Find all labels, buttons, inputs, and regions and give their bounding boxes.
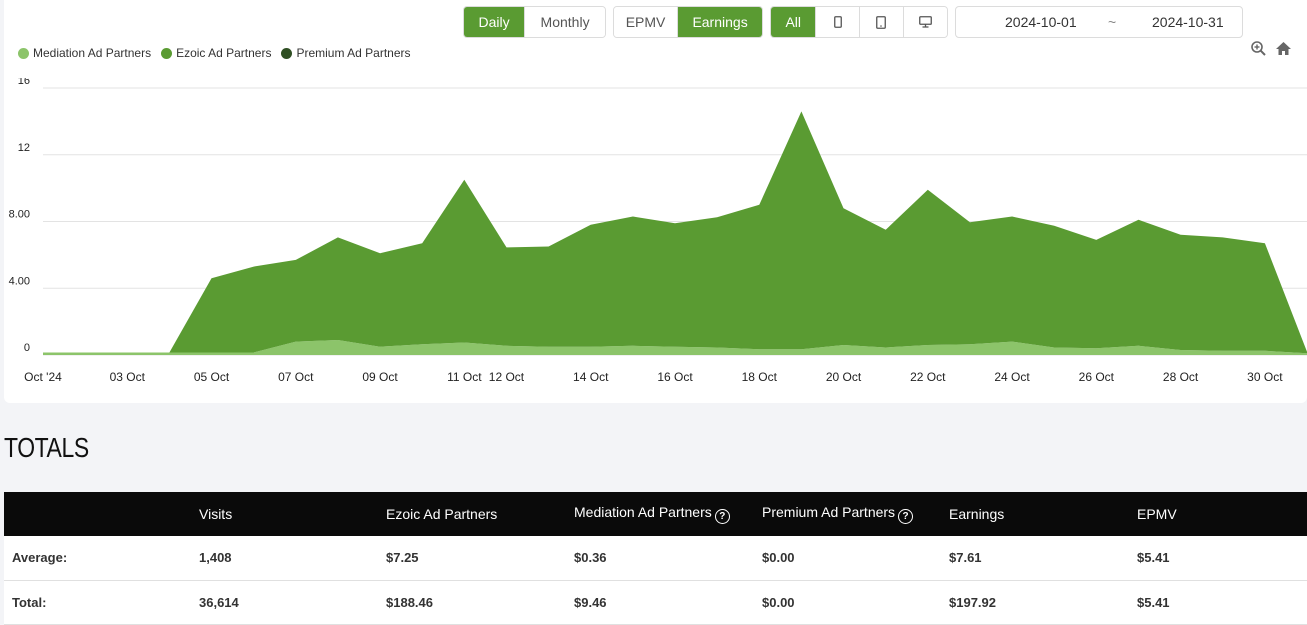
totals-header-row: Visits Ezoic Ad Partners Mediation Ad Pa… (4, 492, 1307, 536)
table-cell: $0.36 (574, 536, 762, 581)
y-tick-label: 4.00 (9, 275, 30, 287)
x-tick-label: 22 Oct (910, 370, 946, 384)
device-toggle: All (770, 6, 948, 38)
chart-tools (1250, 40, 1292, 57)
legend-item-mediation[interactable]: Mediation Ad Partners (18, 46, 151, 60)
earnings-area-chart: 0 4.00 8.00 12 16 Oct '24 03 Oct 05 Oct 07 Oct 09… (9, 78, 1307, 384)
desktop-icon (918, 16, 932, 28)
tablet-button[interactable] (860, 7, 904, 37)
table-cell: $5.41 (1137, 536, 1307, 581)
header-cell: Mediation Ad Partners? (574, 492, 762, 536)
row-label: Average: (4, 536, 199, 581)
metric-toggle: EPMV Earnings (613, 6, 763, 38)
totals-title: TOTALS (4, 432, 89, 463)
help-icon[interactable]: ? (898, 509, 914, 524)
phone-button[interactable] (816, 7, 860, 37)
x-tick-label: 07 Oct (278, 370, 314, 384)
header-cell: Ezoic Ad Partners (386, 492, 574, 536)
area-series-ezoic-ad-partners (43, 111, 1307, 354)
table-row: Average: 1,408 $7.25 $0.36 $0.00 $7.61 $… (4, 536, 1307, 581)
table-cell: $0.00 (762, 536, 949, 581)
table-cell: $7.25 (386, 536, 574, 581)
x-tick-label: 09 Oct (362, 370, 398, 384)
x-tick-label: 18 Oct (742, 370, 778, 384)
x-tick-label: 16 Oct (657, 370, 693, 384)
epmv-button[interactable]: EPMV (614, 7, 679, 37)
header-label: Mediation Ad Partners (574, 504, 712, 520)
x-tick-label: Oct '24 (24, 370, 62, 384)
row-label: Total: (4, 580, 199, 625)
totals-table: Visits Ezoic Ad Partners Mediation Ad Pa… (4, 492, 1307, 625)
home-icon[interactable] (1275, 40, 1292, 57)
header-cell: Earnings (949, 492, 1137, 536)
header-cell: Premium Ad Partners? (762, 492, 949, 536)
chart-legend: Mediation Ad Partners Ezoic Ad Partners … (18, 46, 411, 60)
desktop-button[interactable] (903, 7, 947, 37)
legend-item-ezoic[interactable]: Ezoic Ad Partners (161, 46, 271, 60)
y-tick-label: 16 (18, 78, 30, 87)
date-range-picker[interactable]: 2024-10-01 ~ 2024-10-31 (955, 6, 1243, 38)
x-tick-label: 05 Oct (194, 370, 230, 384)
earnings-button[interactable]: Earnings (678, 7, 762, 37)
table-cell: $9.46 (574, 580, 762, 625)
all-devices-button[interactable]: All (771, 7, 817, 37)
table-cell: $188.46 (386, 580, 574, 625)
header-cell (4, 492, 199, 536)
tablet-icon (876, 15, 887, 29)
header-label: Premium Ad Partners (762, 504, 896, 520)
legend-label: Mediation Ad Partners (33, 46, 152, 60)
x-tick-label: 20 Oct (826, 370, 862, 384)
phone-icon (833, 16, 842, 28)
x-tick-label: 12 Oct (489, 370, 525, 384)
date-start[interactable]: 2024-10-01 (1005, 14, 1077, 30)
period-toggle: Daily Monthly (463, 6, 606, 38)
y-tick-label: 8.00 (9, 209, 30, 221)
table-cell: $7.61 (949, 536, 1137, 581)
date-separator: ~ (1108, 14, 1117, 30)
legend-dot (161, 47, 173, 59)
x-tick-label: 28 Oct (1163, 370, 1199, 384)
table-cell: 36,614 (199, 580, 386, 625)
y-tick-label: 0 (24, 342, 30, 354)
table-cell: 1,408 (199, 536, 386, 581)
table-cell: $197.92 (949, 580, 1137, 625)
legend-label: Ezoic Ad Partners (176, 46, 272, 60)
x-tick-label: 03 Oct (110, 370, 146, 384)
monthly-button[interactable]: Monthly (525, 7, 605, 37)
header-cell: EPMV (1137, 492, 1307, 536)
date-end[interactable]: 2024-10-31 (1152, 14, 1224, 30)
table-cell: $0.00 (762, 580, 949, 625)
x-tick-label: 14 Oct (573, 370, 609, 384)
help-icon[interactable]: ? (714, 509, 730, 524)
x-tick-label: 30 Oct (1247, 370, 1283, 384)
table-row: Total: 36,614 $188.46 $9.46 $0.00 $197.9… (4, 580, 1307, 625)
legend-label: Premium Ad Partners (296, 46, 411, 60)
legend-dot (18, 47, 29, 59)
area-series-mediation-ad-partners (43, 340, 1307, 355)
y-tick-label: 12 (18, 142, 30, 154)
header-cell: Visits (199, 492, 386, 536)
x-tick-label: 11 Oct (447, 370, 482, 384)
table-cell: $5.41 (1137, 580, 1307, 625)
legend-dot (281, 47, 293, 59)
legend-item-premium[interactable]: Premium Ad Partners (281, 46, 411, 60)
x-tick-label: 26 Oct (1079, 370, 1115, 384)
zoom-in-icon[interactable] (1250, 40, 1267, 57)
x-tick-label: 24 Oct (994, 370, 1030, 384)
daily-button[interactable]: Daily (464, 7, 526, 37)
